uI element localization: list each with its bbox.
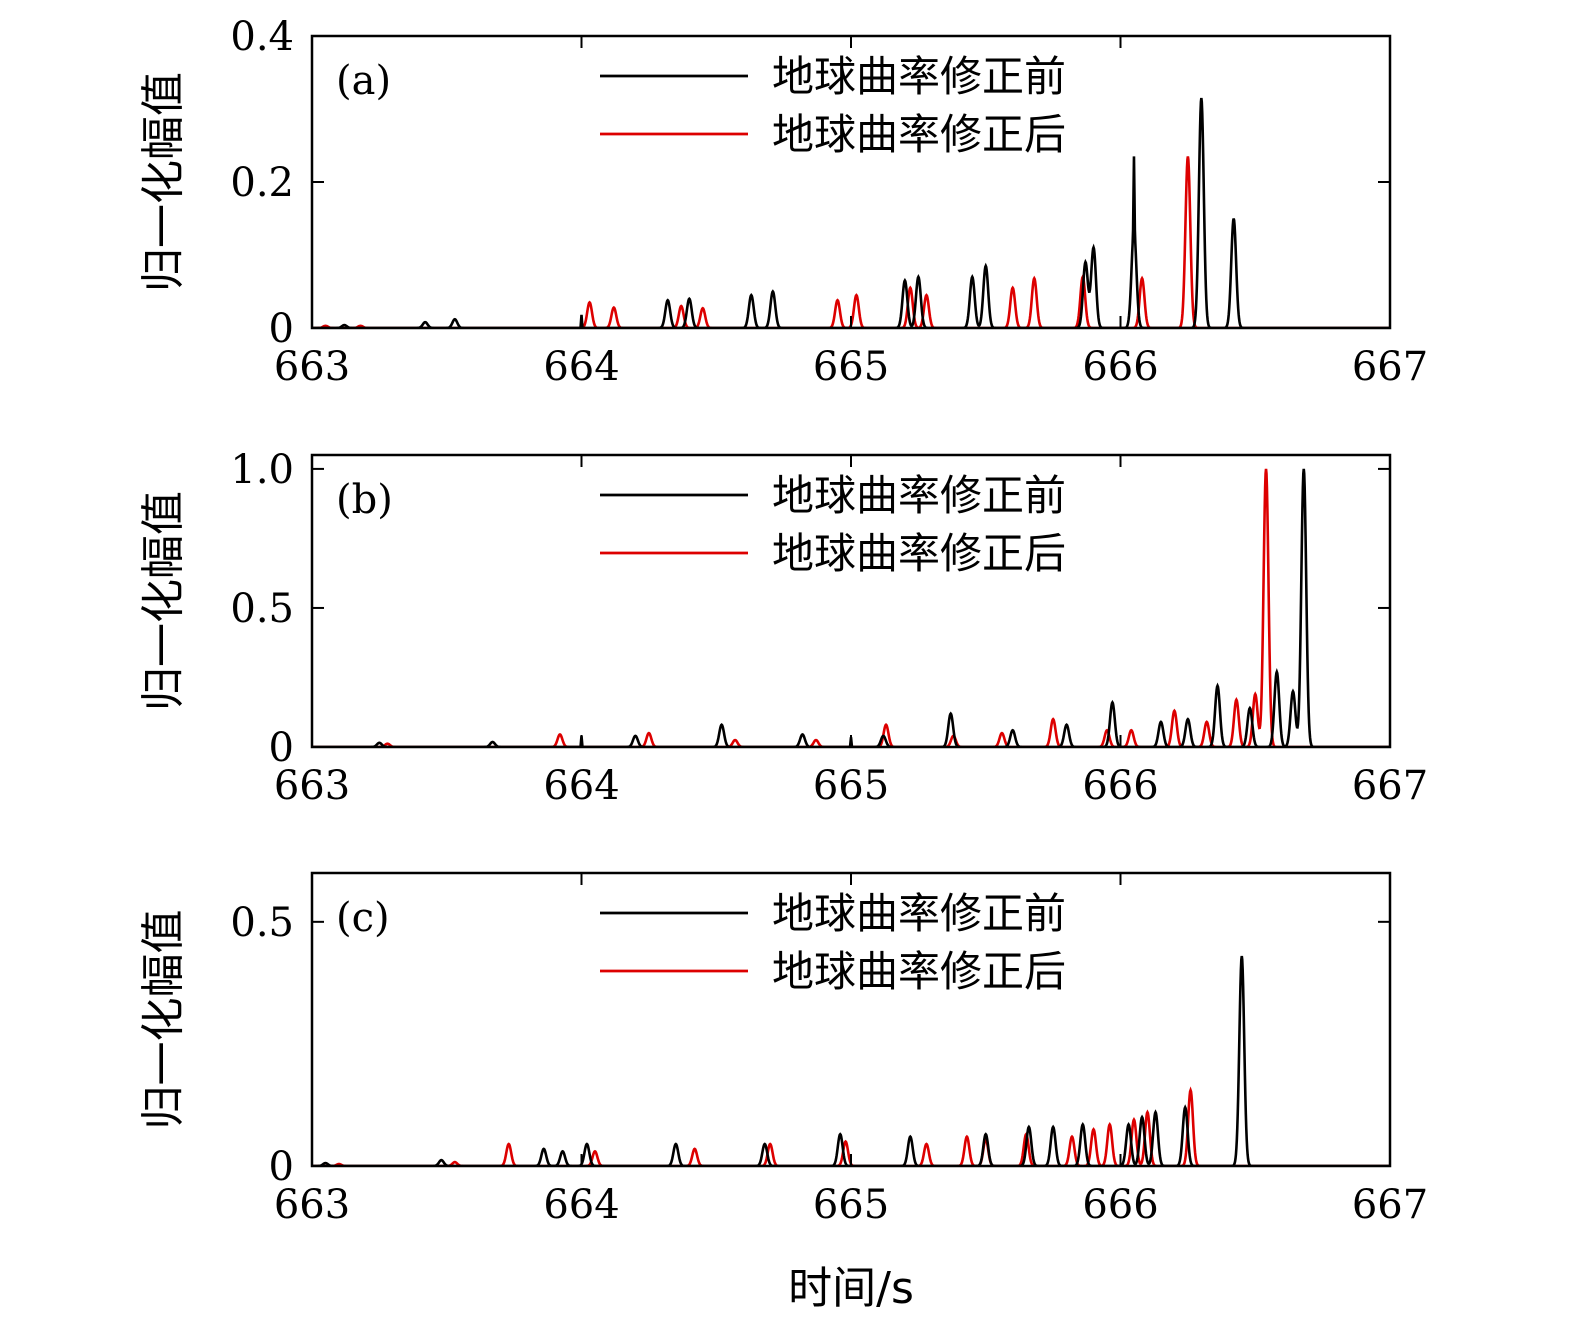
y-tick-label: 1.0 xyxy=(230,447,294,493)
legend-item-before: 地球曲率修正前 xyxy=(600,471,1066,520)
x-tick-label: 665 xyxy=(813,1182,889,1228)
x-tick-label: 667 xyxy=(1352,763,1428,809)
panel-label: (a) xyxy=(336,58,391,104)
x-tick-label: 666 xyxy=(1082,1182,1158,1228)
x-tick-label: 664 xyxy=(543,763,619,809)
x-tick-label: 664 xyxy=(543,1182,619,1228)
legend-label: 地球曲率修正后 xyxy=(772,947,1066,996)
y-tick-label: 0.2 xyxy=(230,160,294,206)
panel-b: 663 664 665 666 667 0 0.5 1.0 归一化幅值 (b) 地球曲率修正前地球曲… xyxy=(138,447,1428,809)
legend-item-before: 地球曲率修正前 xyxy=(600,889,1066,938)
panel-a: 663 664 665 666 667 0 0.2 0.4 归一化幅值 (a) 地球曲率修正前地球曲… xyxy=(138,14,1428,390)
panel-label: (b) xyxy=(336,477,393,523)
x-tick-label: 665 xyxy=(813,763,889,809)
y-axis-title: 归一化幅值 xyxy=(138,491,189,711)
legend-item-before: 地球曲率修正前 xyxy=(600,52,1066,101)
legend-label: 地球曲率修正后 xyxy=(772,529,1066,578)
legend-label: 地球曲率修正前 xyxy=(772,52,1066,101)
y-axis-title: 归一化幅值 xyxy=(138,910,189,1130)
legend-item-after: 地球曲率修正后 xyxy=(600,110,1066,159)
x-tick-label: 666 xyxy=(1082,344,1158,390)
panel-c: 663 664 665 666 667 0 0.5 归一化幅值 (c) 地球曲率修正前地球曲率修正… xyxy=(138,871,1428,1228)
x-tick-label: 665 xyxy=(813,344,889,390)
series-after-correction xyxy=(312,468,1390,747)
x-tick-label: 667 xyxy=(1352,1182,1428,1228)
y-tick-label: 0.5 xyxy=(230,900,294,946)
legend-item-after: 地球曲率修正后 xyxy=(600,529,1066,578)
y-tick-label: 0 xyxy=(269,725,294,771)
y-tick-label: 0 xyxy=(269,1144,294,1190)
x-tick-label: 664 xyxy=(543,344,619,390)
legend-label: 地球曲率修正后 xyxy=(772,110,1066,159)
x-tick-label: 663 xyxy=(274,1182,350,1228)
x-tick-label: 666 xyxy=(1082,763,1158,809)
legend-label: 地球曲率修正前 xyxy=(772,889,1066,938)
x-tick-label: 667 xyxy=(1352,344,1428,390)
x-axis-title: 时间/s xyxy=(788,1263,914,1314)
panel-label: (c) xyxy=(336,895,390,941)
y-tick-label: 0 xyxy=(269,306,294,352)
legend-item-after: 地球曲率修正后 xyxy=(600,947,1066,996)
x-tick-label: 663 xyxy=(274,763,350,809)
x-tick-label: 663 xyxy=(274,344,350,390)
legend-label: 地球曲率修正前 xyxy=(772,471,1066,520)
y-axis-title: 归一化幅值 xyxy=(138,72,189,292)
y-tick-label: 0.5 xyxy=(230,586,294,632)
y-tick-label: 0.4 xyxy=(230,14,294,60)
